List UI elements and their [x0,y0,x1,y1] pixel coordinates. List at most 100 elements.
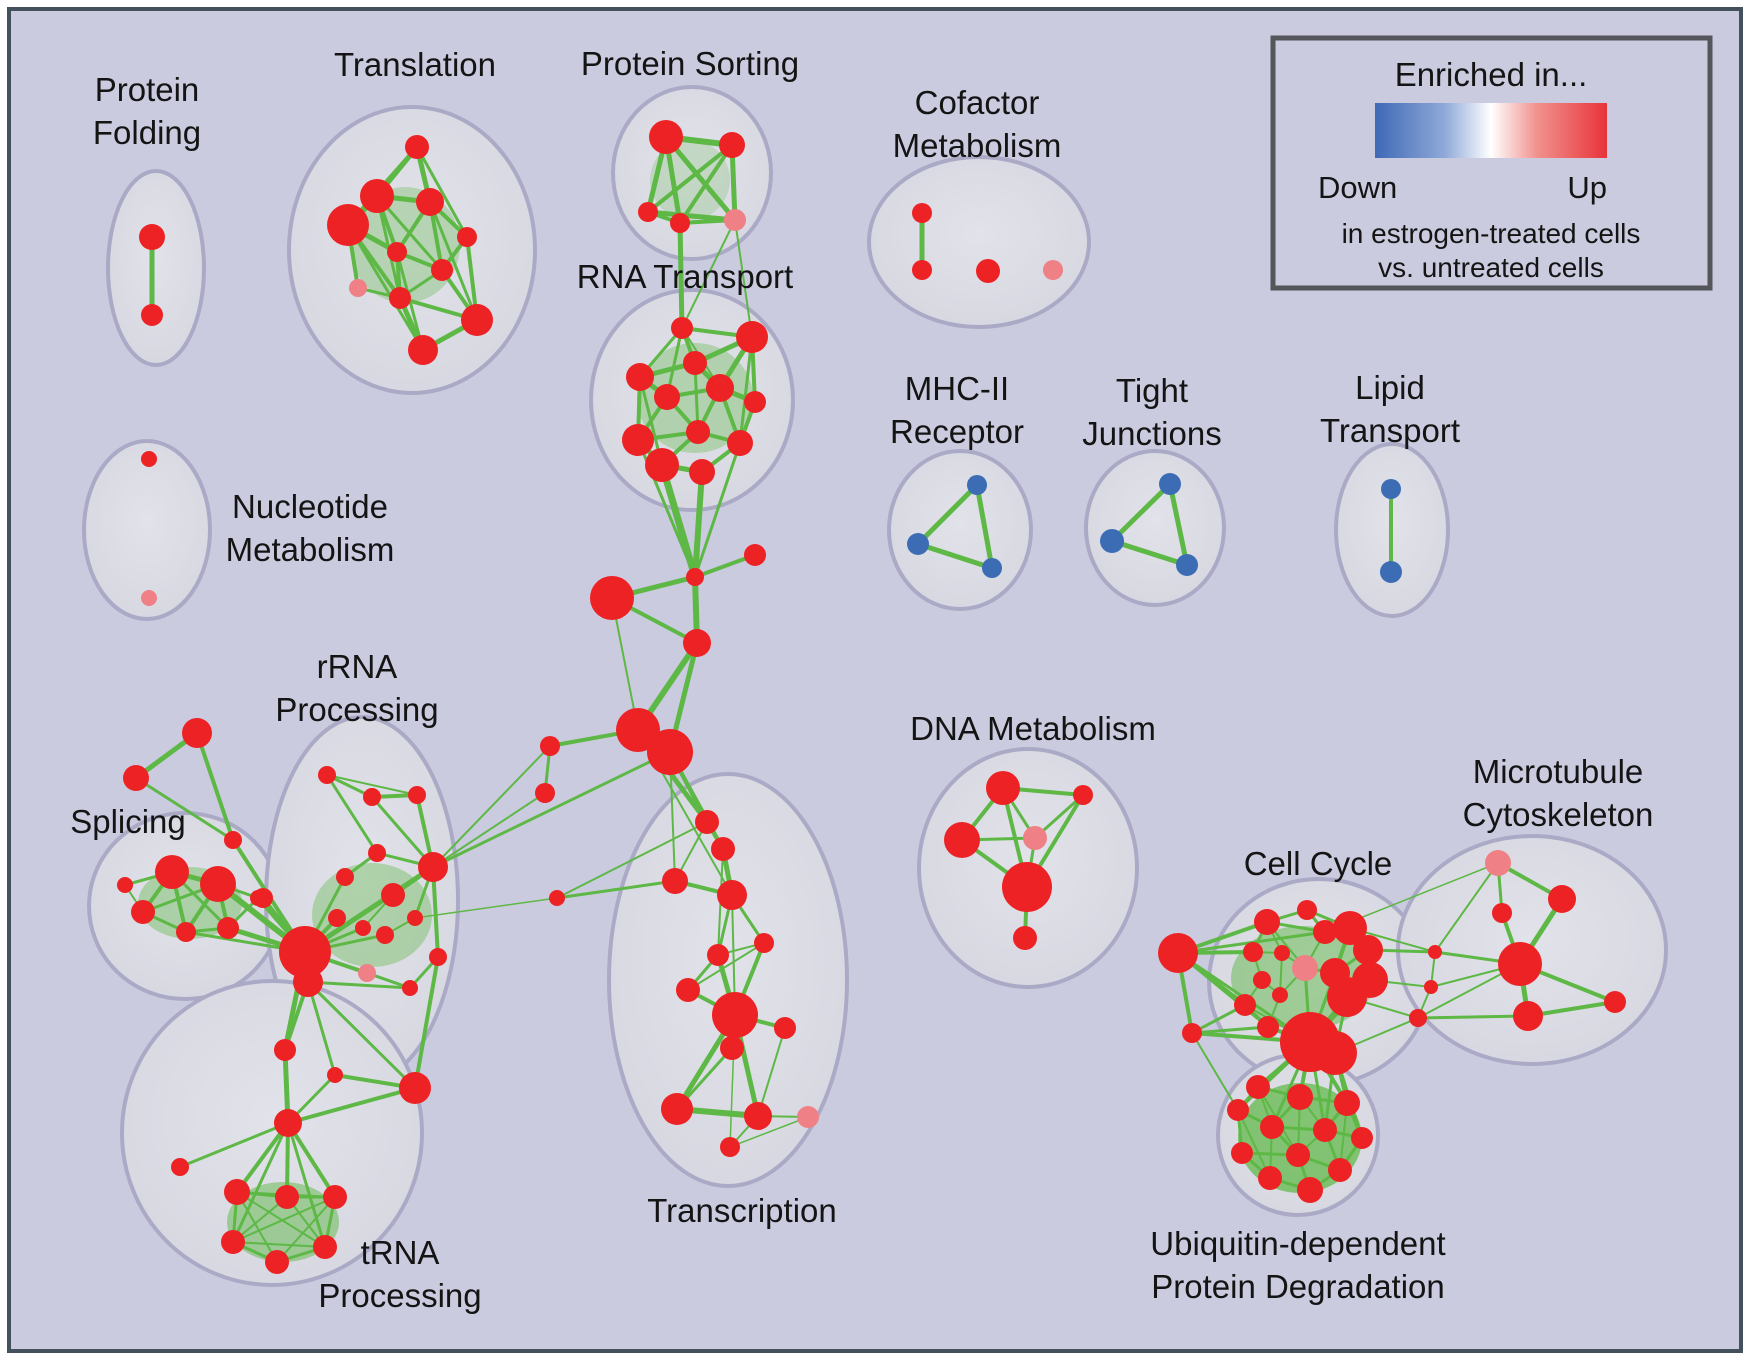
node-cc11 [1253,971,1271,989]
edge [556,821,708,899]
node-cc1 [1158,933,1198,973]
node-rt6 [706,374,734,402]
cluster-label-protein-folding: Folding [93,114,201,151]
edge [757,1027,786,1117]
node-cc3 [1254,909,1280,935]
node-mh2 [907,533,929,555]
edge [306,981,337,1076]
cluster-ellipse-protein-folding [106,169,206,367]
cluster-ellipse-cofactor-metabolism [867,155,1091,329]
node-tg3 [224,831,242,849]
edge [611,597,639,731]
edge [647,209,736,223]
node-ub3 [1334,1090,1360,1116]
node-rr1 [318,766,336,784]
node-th1 [224,1179,250,1205]
node-rr9 [355,920,371,936]
cluster-label-cofactor-metabolism: Metabolism [893,127,1062,164]
cluster-label-transcription: Transcription [647,1192,837,1229]
node-rr2 [363,788,381,806]
cluster-label-microtubule-cytoskeleton: Microtubule [1473,753,1644,790]
edge [974,484,995,569]
node-rt9 [622,424,654,456]
node-sp1 [155,855,189,889]
node-cf3 [976,259,1000,283]
edge [1191,1032,1239,1111]
node-cc2 [1182,1023,1202,1043]
node-th6 [265,1250,289,1274]
node-rt3 [683,351,707,375]
node-ub1 [1246,1075,1270,1099]
node-tr8 [349,279,367,297]
node-ps4 [670,213,690,233]
node-hb3 [590,576,634,620]
node-mt4 [1498,942,1542,986]
edge [1237,1109,1271,1179]
legend-subtitle-line2: vs. untreated cells [1378,252,1604,283]
node-cc17 [1352,962,1388,998]
node-rt1 [671,317,693,339]
node-tc14 [797,1106,819,1128]
edge [687,942,765,991]
node-tg2 [123,765,149,791]
node-rt12 [689,459,715,485]
legend-gradient-bar [1375,103,1607,158]
node-hb8 [535,783,555,803]
node-tr4 [327,204,369,246]
node-mt8 [1604,991,1626,1013]
node-tc15 [720,1137,740,1157]
legend-subtitle-line1: in estrogen-treated cells [1342,218,1641,249]
node-tr5 [457,227,477,247]
cluster-label-trna-processing: Processing [318,1277,481,1314]
node-tc3 [662,868,688,894]
cluster-ellipse-tight-junctions [1084,449,1226,607]
edge [286,1121,337,1199]
node-tn1 [274,1039,296,1061]
node-cc5 [1313,920,1337,944]
edge [414,897,558,919]
node-cf2 [912,260,932,280]
cluster-ellipse-nucleotide-metabolism [82,439,212,621]
node-ub2 [1287,1084,1313,1110]
node-nm1 [141,451,157,467]
node-sp7 [117,877,133,893]
node-hb2 [744,544,766,566]
legend: Enriched in... Down Up in estrogen-treat… [1270,35,1713,291]
edge [307,980,411,990]
node-rr17 [399,1072,431,1104]
edge [1110,482,1172,543]
edge [287,1086,416,1125]
node-cc12 [1272,987,1288,1003]
node-rt10 [727,430,753,456]
edge [729,1116,809,1148]
node-pf2 [141,304,163,326]
edge [1167,483,1190,566]
node-tc5 [549,890,565,906]
cluster-label-rna-transport: RNA Transport [577,258,793,295]
node-rr12 [429,948,447,966]
layer-nodes [117,120,1626,1274]
node-rr15 [253,888,273,908]
cluster-ellipse-trna-processing [120,979,424,1287]
cluster-label-mhc-ii-receptor: MHC-II [905,370,1009,407]
node-rr16 [327,1067,343,1083]
node-tc12 [661,1093,693,1125]
edge [232,1196,336,1243]
cluster-label-ubiquitin-degradation: Protein Degradation [1151,1268,1445,1305]
node-th3 [323,1185,347,1209]
edge [692,471,705,578]
node-th2 [275,1185,299,1209]
node-rr8 [328,909,346,927]
node-cf4 [1043,260,1063,280]
node-dm1 [986,771,1020,805]
node-rt5 [654,384,680,410]
cluster-label-mhc-ii-receptor: Receptor [890,413,1024,450]
node-tr9 [389,287,411,309]
node-lt1 [1381,479,1401,499]
node-cc9 [1274,945,1290,961]
edge [432,750,671,869]
cluster-label-rrna-processing: Processing [275,691,438,728]
node-hb4 [683,629,711,657]
node-sp4 [176,922,196,942]
node-tj3 [1176,554,1198,576]
